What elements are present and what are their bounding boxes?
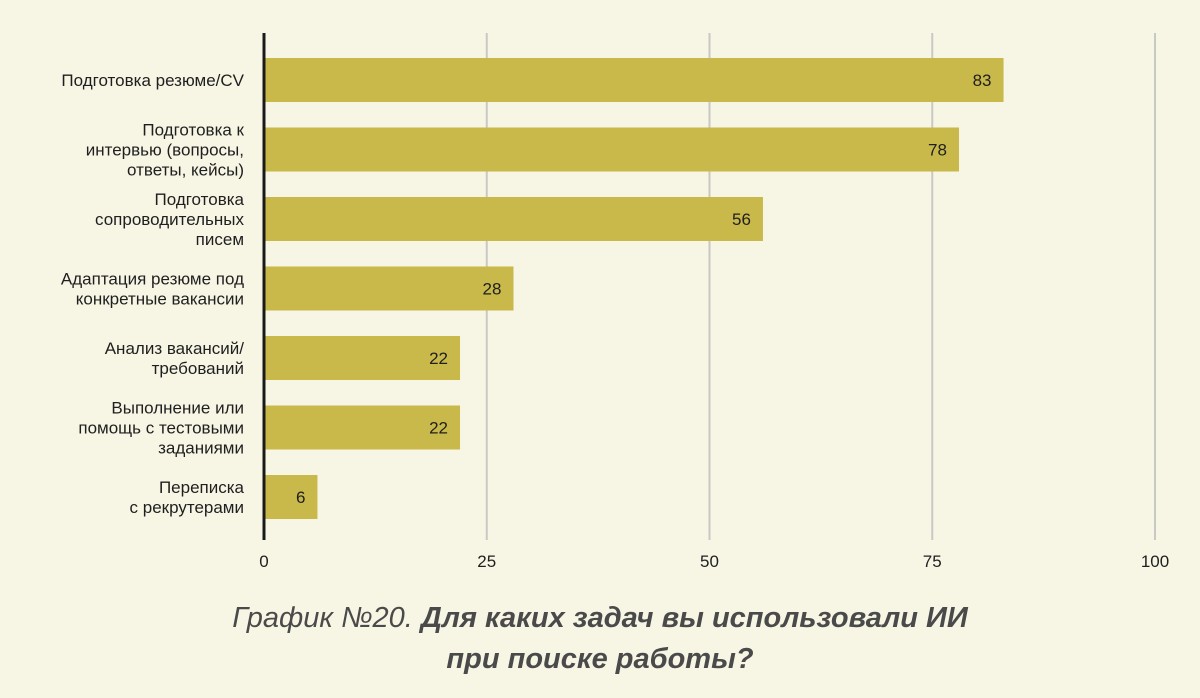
- bar-value-label: 78: [928, 141, 947, 160]
- x-tick-label: 100: [1141, 552, 1169, 571]
- category-label: Подготовка сопроводительных писем: [95, 190, 245, 249]
- bar: [264, 266, 514, 311]
- x-tick-label: 25: [477, 552, 496, 571]
- x-tick-label: 75: [923, 552, 942, 571]
- bar-value-label: 28: [483, 280, 502, 299]
- category-label: Переписка с рекрутерами: [130, 478, 245, 517]
- bar-value-label: 83: [973, 71, 992, 90]
- category-label: Выполнение или помощь с тестовыми заданиям…: [78, 399, 244, 458]
- x-tick-label: 50: [700, 552, 719, 571]
- category-labels: Подготовка резюме/CV Подготовка к интервью…: [61, 71, 245, 517]
- caption-title-part-2: при поиске работы?: [446, 643, 754, 675]
- bar-value-label: 6: [296, 488, 305, 507]
- category-label: Анализ вакансий/требований: [105, 339, 245, 378]
- category-label: Подготовка резюме/CV: [61, 71, 244, 90]
- bar: [264, 127, 959, 172]
- bar: [264, 197, 763, 241]
- caption-line-2: при поиске работы?: [0, 639, 1200, 680]
- chart-caption: График №20. Для каких задач вы использов…: [0, 598, 1200, 680]
- bar: [264, 475, 318, 519]
- x-tick-label: 0: [259, 552, 268, 571]
- caption-prefix: График №20.: [232, 602, 421, 634]
- bar-chart: Подготовка резюме/CV Подготовка к интервью…: [61, 33, 1169, 571]
- x-axis-ticks: 0 25 50 75 100: [259, 552, 1169, 571]
- value-labels: 83 78 56 28 22 22 6: [296, 71, 992, 507]
- bars: [264, 58, 1004, 519]
- grid-lines: [485, 33, 1156, 540]
- bar: [264, 405, 461, 450]
- bar-value-label: 22: [429, 419, 448, 438]
- bar: [264, 336, 461, 380]
- category-label: Адаптация резюме под конкретные вакансии: [61, 270, 244, 309]
- bar-value-label: 22: [429, 349, 448, 368]
- caption-line-1: График №20. Для каких задач вы использов…: [0, 598, 1200, 639]
- bar: [264, 58, 1004, 102]
- bar-value-label: 56: [732, 210, 751, 229]
- category-label: Подготовка к интервью (вопросы, ответы, ке…: [86, 121, 245, 180]
- caption-title-part-1: Для каких задач вы использовали ИИ: [420, 602, 968, 634]
